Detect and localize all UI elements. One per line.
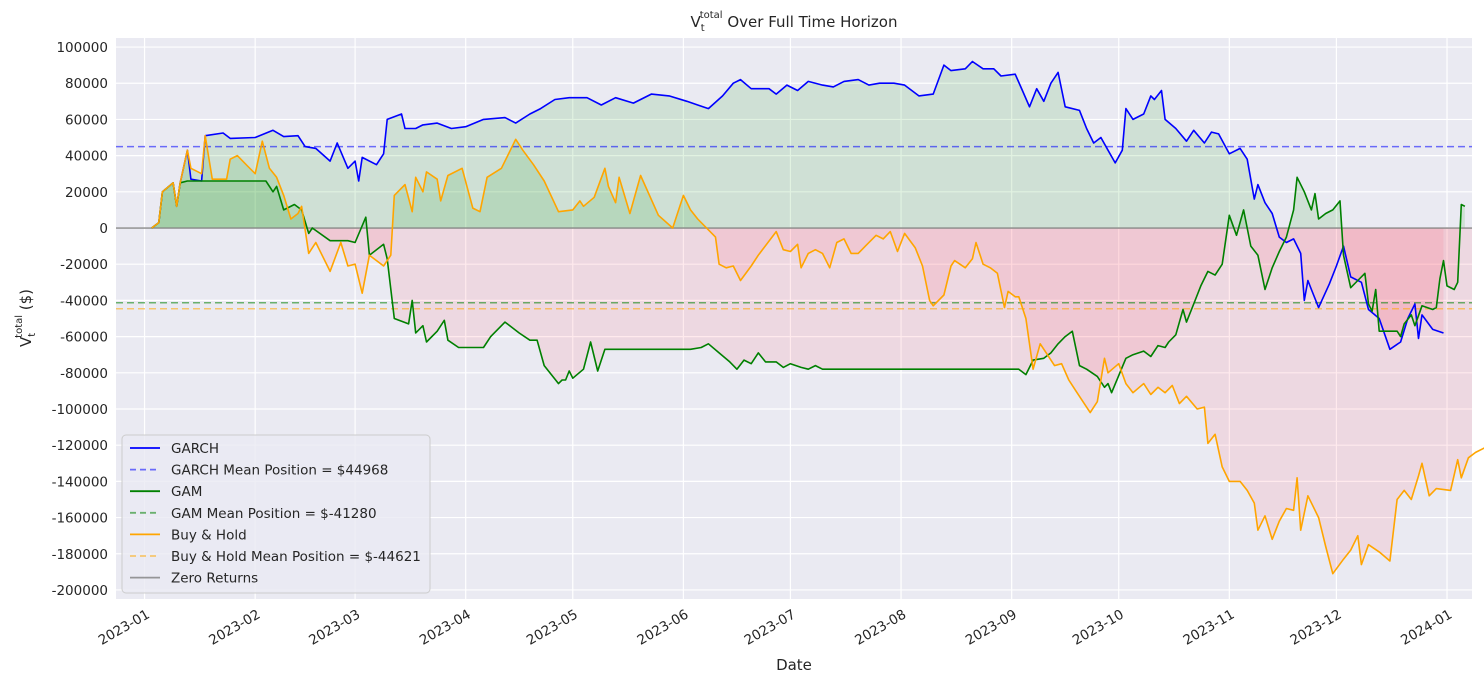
y-tick-label: -60000 [60, 330, 108, 346]
x-tick-label: 2023-05 [524, 607, 581, 649]
x-tick-label: 2023-12 [1288, 607, 1345, 649]
negative-area-fill [307, 228, 1461, 393]
ylabel-sup: total [14, 315, 25, 338]
legend-label: GARCH Mean Position = $44968 [171, 463, 388, 479]
legend-label: Buy & Hold Mean Position = $-44621 [171, 549, 421, 565]
negative-area-fill [304, 228, 1472, 574]
y-tick-label: -120000 [52, 438, 108, 454]
series-line [151, 60, 1444, 351]
y-tick-label: -20000 [60, 257, 108, 273]
legend-box [121, 434, 431, 594]
ylabel-suffix: ($) [17, 289, 35, 315]
y-tick-label: 0 [99, 221, 108, 237]
y-tick-label: 80000 [65, 76, 108, 92]
legend-label: GAM [171, 484, 202, 500]
title-prefix: V [691, 13, 702, 31]
positive-area-fill [151, 61, 1444, 229]
x-tick-label: 2023-10 [1070, 607, 1127, 649]
y-tick-label: 60000 [65, 112, 108, 128]
title-sub: t [701, 23, 705, 34]
x-axis-label: Date [776, 656, 812, 674]
legend-label: Zero Returns [171, 571, 258, 587]
y-tick-label: -140000 [52, 474, 108, 490]
y-tick-label: -40000 [60, 293, 108, 309]
y-tick-label: 40000 [65, 149, 108, 165]
x-tick-label: 2023-07 [742, 607, 799, 649]
y-tick-label: 100000 [56, 40, 108, 56]
x-tick-label: 2023-06 [635, 607, 692, 649]
x-tick-label: 2023-09 [963, 607, 1020, 649]
legend-label: GARCH [171, 441, 219, 457]
ylabel-prefix: V [17, 336, 35, 347]
y-tick-labels: 100000 80000 60000 40000 20000 0 -20000 -40000 -… [52, 40, 108, 599]
x-tick-label: 2023-08 [852, 607, 909, 649]
title-suffix: Over Full Time Horizon [723, 13, 898, 31]
y-tick-label: -100000 [52, 402, 108, 418]
x-tick-labels: 2023-01 2023-02 2023-03 2023-04 2023-05 2023-… [96, 607, 1455, 649]
series-line [151, 176, 1466, 394]
y-tick-label: -80000 [60, 366, 108, 382]
y-tick-label: -200000 [52, 583, 108, 599]
x-tick-label: 2023-02 [206, 607, 263, 649]
x-tick-label: 2023-01 [96, 607, 153, 649]
x-tick-label: 2023-03 [306, 607, 363, 649]
y-axis-label: Vttotal ($) [14, 289, 38, 347]
y-tick-label: -160000 [52, 511, 108, 527]
chart-title: Vt total Over Full Time Horizon [691, 10, 898, 34]
x-tick-label: 2024-01 [1398, 607, 1455, 649]
series-line [151, 134, 1484, 575]
positive-area-fill [151, 177, 1465, 229]
legend-label: GAM Mean Position = $-41280 [171, 506, 377, 522]
x-tick-label: 2023-04 [417, 607, 474, 649]
series-lines [116, 60, 1484, 575]
y-tick-label: -180000 [52, 547, 108, 563]
title-sup: total [700, 10, 723, 21]
y-tick-label: 20000 [65, 185, 108, 201]
x-tick-label: 2023-11 [1180, 607, 1237, 649]
legend-label: Buy & Hold [171, 527, 247, 543]
negative-area-fill [1276, 228, 1444, 350]
ylabel-sub: t [27, 333, 38, 337]
legend: GARCH GARCH Mean Position = $44968 GAM GAM … [121, 434, 431, 594]
